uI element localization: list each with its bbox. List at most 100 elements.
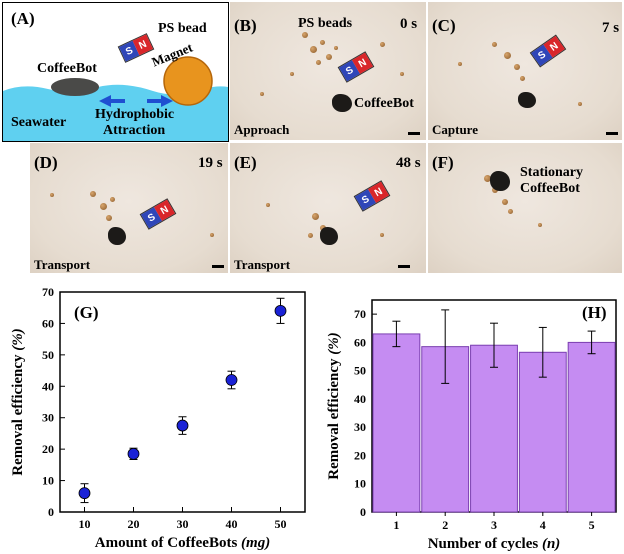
bead: [210, 233, 214, 237]
data-point: [127, 447, 140, 460]
chart-g: 0 10 20 30 40 50 60 70 10 20 30 40 50 (G) Amount of Co…: [10, 285, 306, 551]
data-point: [176, 419, 189, 432]
coffeebot-label: CoffeeBot: [520, 181, 580, 196]
caption: Transport: [234, 257, 291, 272]
y-tick-label: 40: [42, 379, 54, 393]
caption: Approach: [234, 122, 290, 137]
arrow-right-icon: [99, 95, 125, 107]
schematic-drawing: [3, 56, 228, 141]
bead: [520, 76, 525, 81]
seawater-label: Seawater: [11, 115, 67, 130]
data-point: [274, 304, 287, 317]
y-tick-label: 40: [354, 392, 366, 406]
arrow-left-icon: [147, 95, 173, 107]
bead: [502, 199, 508, 205]
bead: [504, 52, 511, 59]
magnet-icon: S N: [353, 180, 391, 212]
y-tick-label: 0: [360, 505, 366, 519]
bead: [310, 46, 317, 53]
panel-d-photo: S N (D) 19 s Transport: [30, 143, 228, 273]
bead: [380, 233, 384, 237]
bead: [316, 60, 321, 65]
chart-h: 0 10 20 30 40 50 60 70 1 2 3 4 5 (H) Number of cycles …: [326, 299, 617, 552]
bead: [492, 42, 497, 47]
bead: [290, 72, 294, 76]
scale-bar: [408, 132, 420, 135]
panel-e-label: (E): [234, 153, 257, 172]
y-tick-label: 60: [354, 335, 366, 349]
y-tick-label: 0: [48, 505, 54, 519]
bead: [458, 62, 462, 66]
bead: [106, 215, 112, 221]
y-tick-label: 30: [42, 411, 54, 425]
bead: [260, 92, 264, 96]
scale-bar: [606, 132, 618, 135]
y-tick-label: 50: [42, 348, 54, 362]
hydrophobic-label: Hydrophobic: [95, 107, 175, 122]
panel-a-schematic: (A) S N Magnet PS bead CoffeeBot Hydroph…: [2, 2, 229, 142]
panel-a-label: (A): [11, 9, 35, 28]
bar: [518, 351, 567, 513]
y-tick-label: 10: [42, 474, 54, 488]
coffeebot-blob: [518, 92, 536, 108]
bead: [334, 46, 338, 50]
x-axis-label: Amount of CoffeeBots (mg): [95, 535, 270, 551]
panel-f-label: (F): [432, 153, 454, 172]
ps-beads-label: PS beads: [298, 16, 353, 31]
x-tick-label: 10: [79, 517, 91, 531]
bead: [50, 193, 54, 197]
bead: [538, 223, 542, 227]
panel-c-photo: S N (C) 7 s Capture: [428, 2, 622, 140]
timestamp: 0 s: [400, 16, 418, 32]
x-tick-label: 3: [491, 518, 497, 532]
y-tick-label: 20: [354, 448, 366, 462]
panel-d-label: (D): [34, 153, 58, 172]
timestamp: 48 s: [396, 155, 421, 171]
scale-bar: [212, 265, 224, 268]
x-tick-label: 1: [393, 518, 399, 532]
ps-bead-shape: [163, 56, 213, 106]
timestamp: 7 s: [602, 20, 620, 36]
bar: [567, 341, 616, 513]
magnet-icon: S N: [139, 198, 177, 230]
x-tick-label: 30: [177, 517, 189, 531]
coffeebot-label: CoffeeBot: [354, 96, 414, 111]
timestamp: 19 s: [198, 155, 223, 171]
x-tick-label: 4: [540, 518, 546, 532]
coffeebot-blob: [332, 94, 352, 112]
bead: [508, 209, 513, 214]
bead: [302, 32, 308, 38]
x-tick-label: 50: [275, 517, 287, 531]
stationary-label: Stationary: [520, 165, 583, 180]
coffeebot-blob: [490, 171, 510, 191]
x-axis-label: Number of cycles (n): [428, 536, 561, 552]
y-axis-label: Removal efficiency (%): [326, 332, 342, 479]
bead: [400, 72, 404, 76]
bead: [320, 40, 325, 45]
x-tick-label: 2: [442, 518, 448, 532]
coffeebot-blob: [108, 227, 126, 245]
x-tick-label: 20: [128, 517, 140, 531]
bead: [578, 102, 582, 106]
magnet-icon: S N: [337, 51, 375, 83]
y-tick-label: 30: [354, 420, 366, 434]
coffeebot-shape: [51, 78, 99, 96]
coffeebot-blob: [320, 227, 338, 245]
y-tick-label: 70: [354, 307, 366, 321]
bead: [326, 54, 332, 60]
bead: [110, 197, 115, 202]
bead: [100, 203, 107, 210]
bead: [308, 233, 313, 238]
y-axis-label: Removal efficiency (%): [10, 328, 26, 475]
bar: [470, 344, 518, 513]
magnet-icon: S N: [529, 34, 567, 68]
bead: [484, 175, 491, 182]
panel-c-label: (C): [432, 16, 456, 35]
panel-f-photo: (F) Stationary CoffeeBot: [428, 143, 622, 273]
panel-h-label: (H): [582, 303, 607, 322]
panel-e-photo: S N (E) 48 s Transport: [230, 143, 426, 273]
ps-bead-label: PS bead: [158, 21, 207, 36]
bead: [380, 42, 385, 47]
attraction-label: Attraction: [103, 123, 166, 138]
data-point: [225, 374, 238, 386]
